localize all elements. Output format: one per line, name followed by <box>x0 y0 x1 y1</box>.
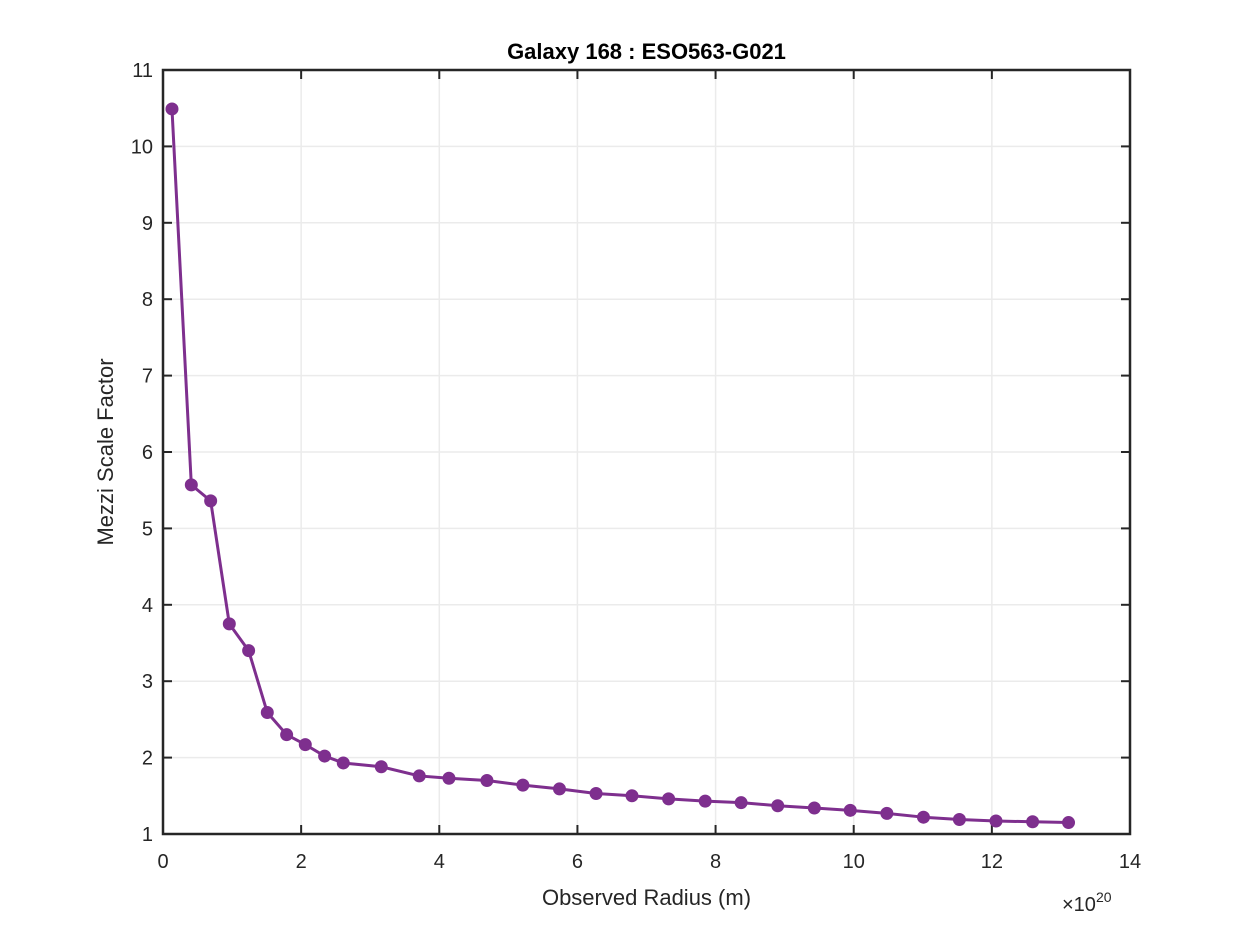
data-point <box>1062 816 1076 830</box>
y-tick-label: 5 <box>142 518 153 540</box>
plot-frame <box>161 68 1132 836</box>
data-point <box>734 796 748 810</box>
x-tick-label: 2 <box>296 851 307 873</box>
y-tick-label: 10 <box>131 136 153 158</box>
data-point <box>843 803 857 817</box>
data-point <box>989 814 1003 828</box>
data-point <box>412 769 426 783</box>
data-point <box>184 478 198 492</box>
data-point <box>880 806 894 820</box>
data-point <box>442 771 456 785</box>
series-layer <box>165 102 1076 830</box>
data-point <box>589 787 603 801</box>
x-axis-label: Observed Radius (m) <box>542 885 751 910</box>
y-tick-label: 9 <box>142 213 153 235</box>
data-point <box>165 102 179 116</box>
data-point <box>222 617 236 631</box>
data-point <box>480 774 494 788</box>
x-exponent-label: ×1020 <box>1062 889 1112 916</box>
x-tick-label: 14 <box>1119 851 1141 873</box>
data-point <box>625 789 639 803</box>
data-point <box>952 812 966 826</box>
x-tick-label: 12 <box>981 851 1003 873</box>
y-tick-label: 8 <box>142 289 153 311</box>
data-point <box>204 494 218 508</box>
y-tick-label: 4 <box>142 595 153 617</box>
data-point <box>916 810 930 824</box>
x-tick-label: 4 <box>434 851 445 873</box>
data-point <box>552 782 566 796</box>
data-point <box>771 799 785 813</box>
y-tick-label: 2 <box>142 748 153 770</box>
data-point <box>1026 815 1040 829</box>
y-tick-labels: 1 2 3 4 5 6 7 8 9 10 11 <box>131 60 153 846</box>
x-tick-labels: 0 2 4 6 8 10 12 14 <box>157 851 1141 873</box>
x-exponent-power: 20 <box>1096 889 1112 905</box>
y-axis-label: Mezzi Scale Factor <box>93 358 118 545</box>
data-point <box>662 792 676 806</box>
data-point <box>374 760 388 774</box>
y-tick-label: 6 <box>142 442 153 464</box>
data-point <box>336 756 350 770</box>
data-point <box>280 728 294 742</box>
data-point <box>242 644 256 658</box>
y-tick-label: 11 <box>132 60 153 82</box>
data-point <box>260 706 274 720</box>
y-tick-label: 1 <box>142 824 153 846</box>
data-point <box>516 778 530 792</box>
x-tick-label: 10 <box>843 851 865 873</box>
y-tick-label: 3 <box>142 671 153 693</box>
data-point <box>298 738 312 752</box>
x-exponent-prefix: ×10 <box>1062 894 1096 916</box>
x-tick-label: 0 <box>157 851 168 873</box>
data-point <box>318 749 332 763</box>
x-tick-label: 8 <box>710 851 721 873</box>
data-point <box>698 794 712 808</box>
x-tick-label: 6 <box>572 851 583 873</box>
data-point <box>807 801 821 815</box>
chart-title: Galaxy 168 : ESO563-G021 <box>507 39 786 64</box>
y-tick-label: 7 <box>142 366 153 388</box>
